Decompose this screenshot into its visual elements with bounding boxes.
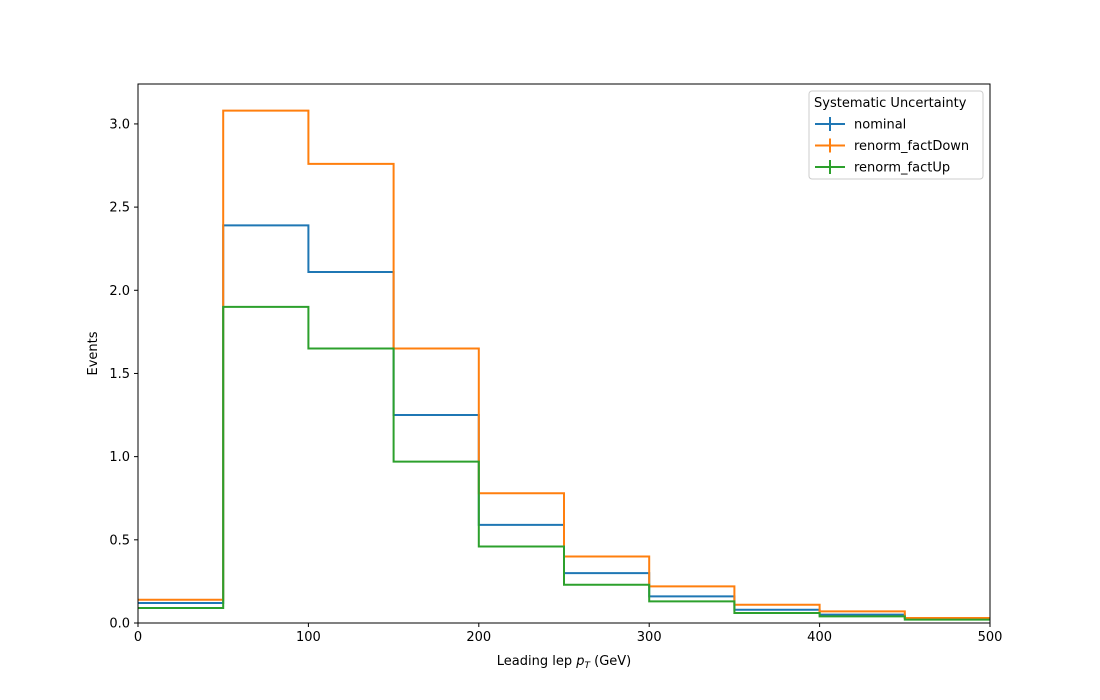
series-line-renorm_factDown	[138, 109, 990, 620]
series-layer	[138, 109, 990, 621]
legend: Systematic Uncertainty nominal renorm_fac…	[808, 90, 984, 180]
x-tick-label: 100	[296, 630, 321, 645]
x-tick-label: 0	[134, 630, 142, 645]
x-axis-label-math: p	[575, 654, 584, 669]
y-axis-label: Events	[86, 331, 101, 375]
x-axis-label-unit: (GeV)	[590, 654, 631, 669]
y-tick-label: 2.0	[109, 284, 130, 299]
x-tick-label: 200	[466, 630, 491, 645]
y-tick-label: 0.5	[109, 533, 130, 548]
y-tick-label: 1.0	[109, 450, 130, 465]
x-axis-label-sub: T	[584, 661, 591, 671]
legend-label-renorm_factUp: renorm_factUp	[854, 161, 950, 176]
series-line-renorm_factUp	[138, 305, 990, 621]
y-tick-label: 3.0	[109, 117, 130, 132]
legend-label-renorm_factDown: renorm_factDown	[854, 139, 969, 154]
plot-frame	[137, 83, 991, 624]
legend-label-nominal: nominal	[854, 118, 906, 133]
ticks-layer: 0 100 200 300 400 500 0.0 0.5 1.0 1.5 2.0 2.5 3.0	[109, 117, 1002, 645]
y-tick-label: 2.5	[109, 201, 130, 216]
x-tick-label: 300	[637, 630, 662, 645]
x-tick-label: 400	[807, 630, 832, 645]
legend-box	[808, 90, 984, 180]
y-tick-label: 0.0	[109, 617, 130, 632]
legend-title: Systematic Uncertainty	[814, 96, 967, 111]
x-axis-label: Leading lep pT (GeV)	[497, 654, 631, 671]
y-tick-label: 1.5	[109, 367, 130, 382]
x-axis-label-main: Leading lep	[497, 654, 576, 669]
x-tick-label: 500	[978, 630, 1003, 645]
